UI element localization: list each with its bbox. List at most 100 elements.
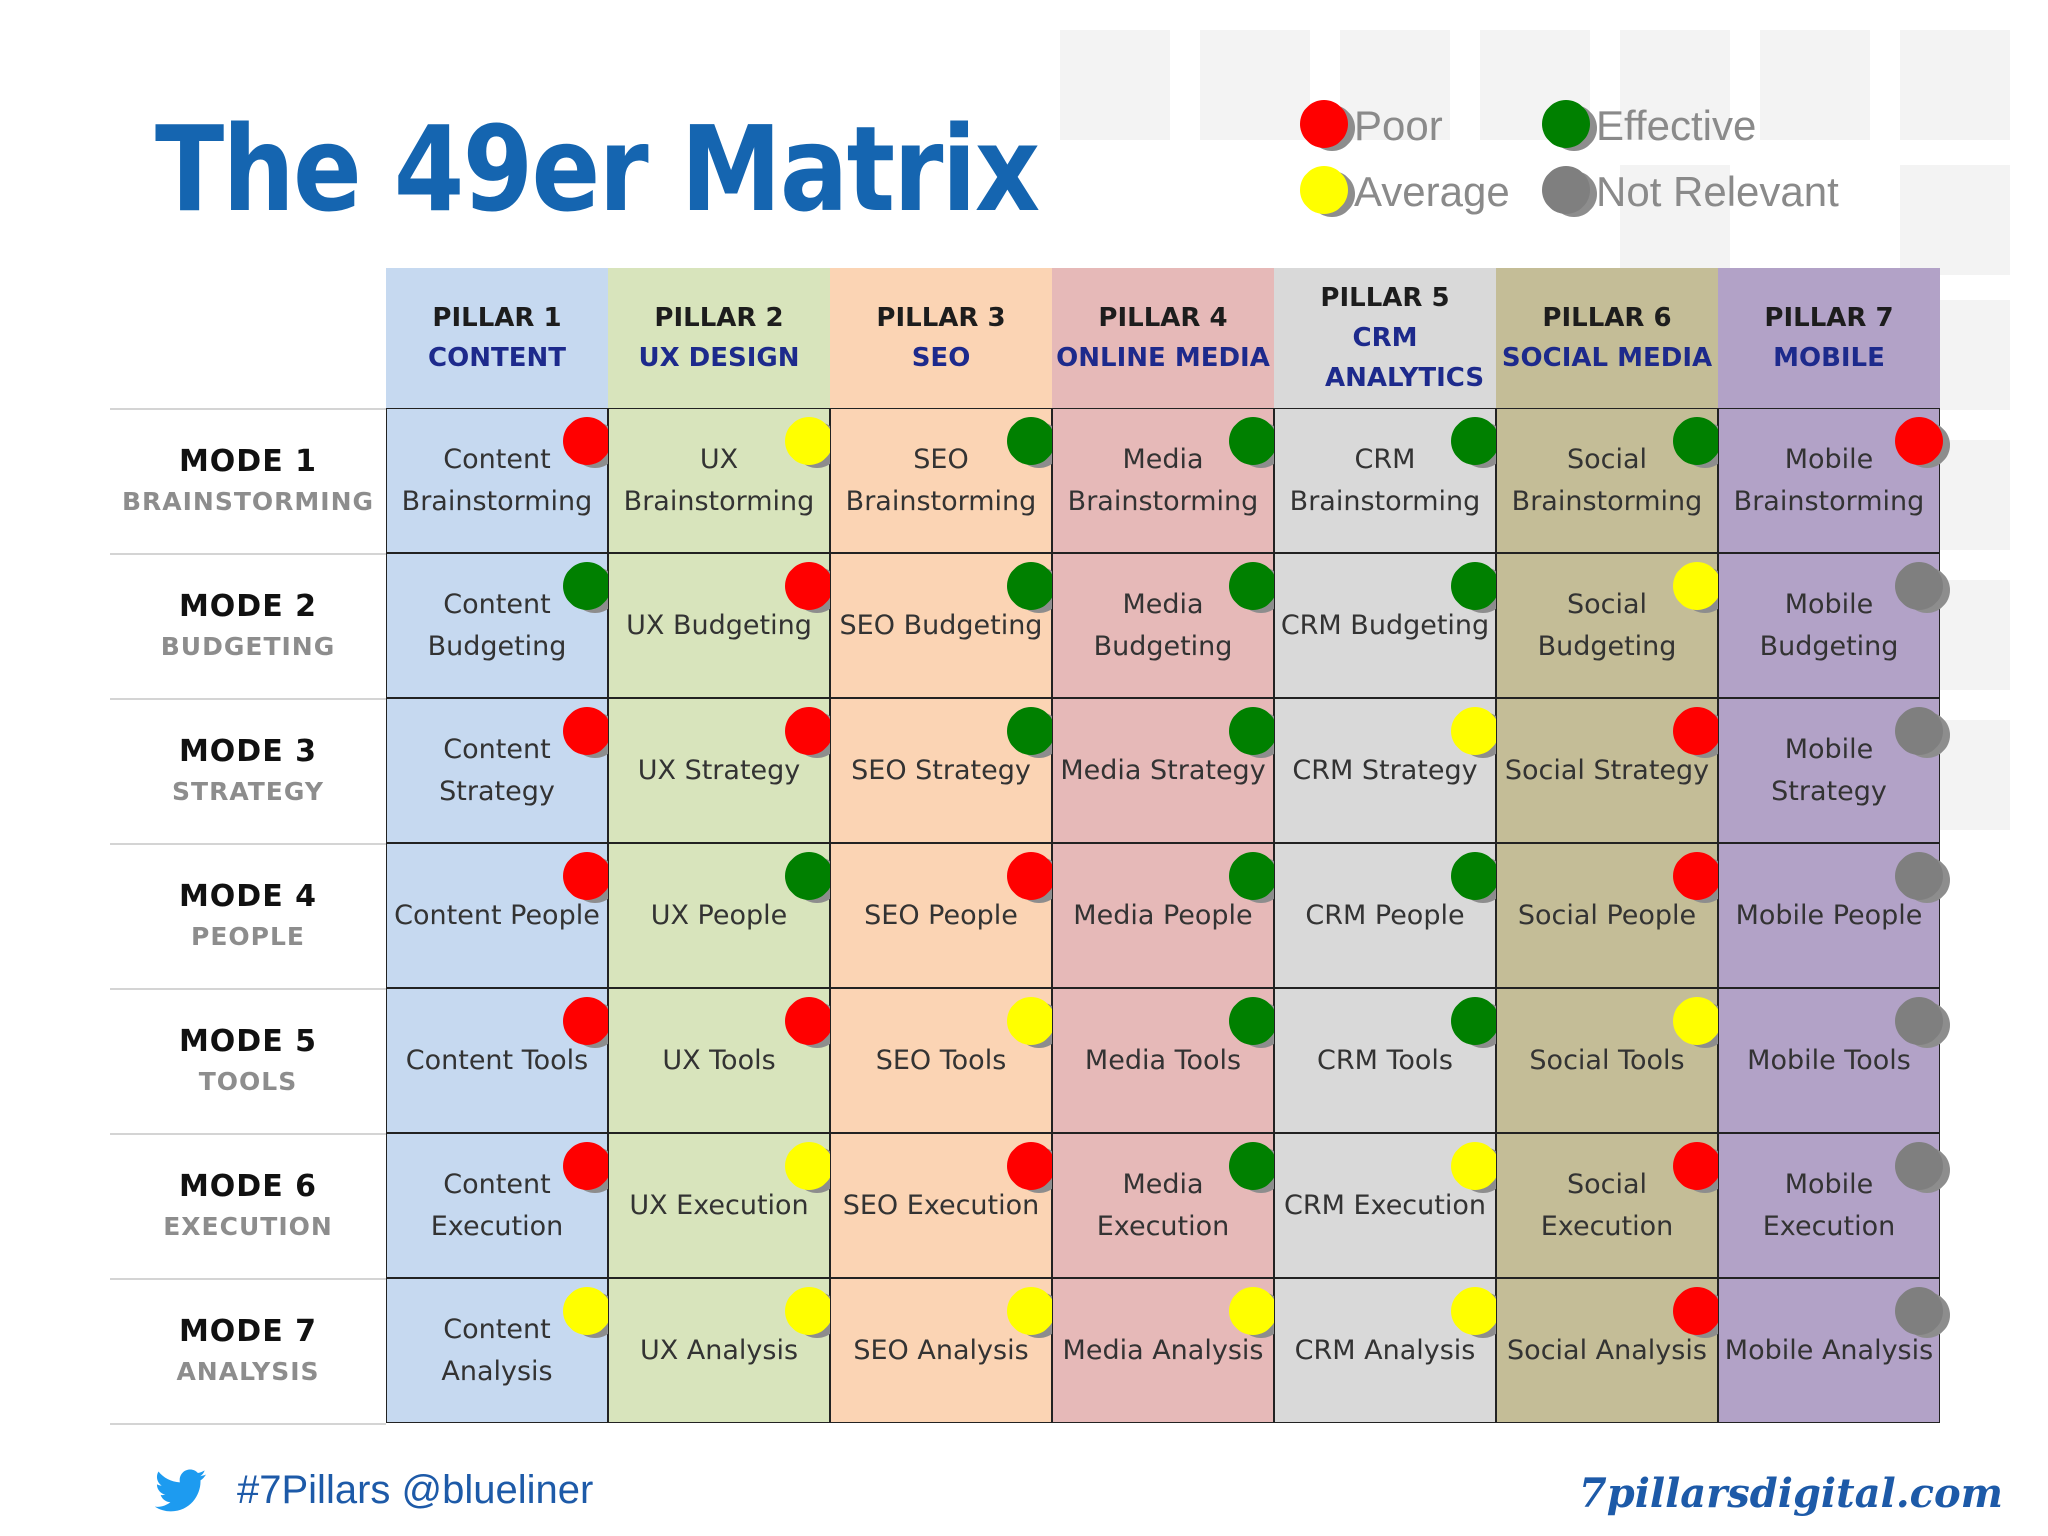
gray-status-icon	[1895, 562, 1950, 614]
pillar-number: PILLAR 3	[876, 303, 1006, 333]
pillar-number: PILLAR 5	[1320, 283, 1450, 313]
cell-label: SEO Tools	[875, 1044, 1007, 1076]
cell-label: UX People	[650, 899, 788, 931]
cell-label: SEO People	[864, 899, 1018, 931]
matrix-cell: UX Tools	[608, 988, 840, 1133]
pillar-header-2: PILLAR 2 UX DESIGN	[608, 268, 830, 408]
mode-name: BUDGETING	[160, 631, 336, 661]
matrix-cell: CRM Strategy	[1274, 698, 1506, 843]
cell-label: SEO Brainstorming	[845, 443, 1037, 517]
mode-label-2: MODE 2 BUDGETING	[110, 553, 386, 698]
matrix-cell: SEO Budgeting	[830, 553, 1062, 698]
cell-label: Social People	[1517, 899, 1697, 931]
matrix-cell: Social Analysis	[1496, 1278, 1728, 1423]
cell-label: CRM Tools	[1316, 1044, 1453, 1076]
matrix-cell: CRM Brainstorming	[1274, 408, 1506, 553]
matrix-cell: UX Strategy	[608, 698, 840, 843]
red-status-icon	[1300, 100, 1355, 152]
matrix-cell: Social People	[1496, 843, 1728, 988]
matrix-cell: Social Brainstorming	[1496, 408, 1728, 553]
matrix-cell: UX Budgeting	[608, 553, 840, 698]
red-status-icon	[1895, 417, 1950, 469]
mode-number: MODE 2	[178, 588, 318, 624]
twitter-bird-icon[interactable]	[155, 1469, 207, 1513]
cell-label: Content Execution	[430, 1168, 564, 1242]
hashtag-handle[interactable]: #7Pillars @blueliner	[237, 1468, 594, 1512]
pillar-header-1: PILLAR 1 CONTENT	[386, 268, 608, 408]
pillar-number: PILLAR 6	[1542, 303, 1672, 333]
cell-label: UX Analysis	[639, 1334, 799, 1366]
matrix-cell: UX Execution	[608, 1133, 840, 1278]
cell-label: Content People	[394, 899, 600, 931]
mode-label-3: MODE 3 STRATEGY	[110, 698, 386, 843]
pillar-name: SOCIAL MEDIA	[1501, 343, 1713, 373]
cell-label: SEO Budgeting	[839, 609, 1043, 641]
cell-label: UX Budgeting	[626, 609, 812, 641]
pillar-header-6: PILLAR 6 SOCIAL MEDIA	[1496, 268, 1718, 408]
cell-label: Content Strategy	[439, 733, 555, 807]
legend-label: Effective	[1596, 102, 1757, 149]
mode-name: BRAINSTORMING	[121, 486, 375, 516]
cell-label: SEO Execution	[842, 1189, 1040, 1221]
gray-status-icon	[1895, 1142, 1950, 1194]
matrix-cell: Social Execution	[1496, 1133, 1728, 1278]
pillar-name: ONLINE MEDIA	[1056, 343, 1270, 373]
yellow-status-icon	[1300, 166, 1355, 218]
cell-label: Media Analysis	[1062, 1334, 1264, 1366]
cell-label: Media Brainstorming	[1067, 443, 1259, 517]
matrix-cell: SEO Tools	[830, 988, 1062, 1133]
matrix-cell: CRM Tools	[1274, 988, 1506, 1133]
cell-label: CRM Execution	[1284, 1189, 1486, 1221]
mode-name: STRATEGY	[172, 776, 324, 806]
cell-label: Social Budgeting	[1537, 588, 1677, 662]
cell-label: Content Brainstorming	[401, 443, 593, 517]
matrix-cell: Content Budgeting	[386, 553, 618, 698]
cell-label: Social Brainstorming	[1511, 443, 1703, 517]
matrix-cell: SEO Strategy	[830, 698, 1062, 843]
matrix-cell: Social Strategy	[1496, 698, 1728, 843]
green-status-icon	[1451, 417, 1506, 469]
cell-label: Content Budgeting	[427, 588, 567, 662]
pillar-name: SEO	[911, 343, 971, 373]
cell-label: CRM Strategy	[1292, 754, 1478, 786]
mode-label-7: MODE 7 ANALYSIS	[110, 1278, 386, 1423]
cell-label: UX Execution	[629, 1189, 809, 1221]
matrix-cell: Media Tools	[1052, 988, 1284, 1133]
mode-number: MODE 1	[178, 443, 318, 479]
pillar-name: CRM ANALYTICS	[1325, 323, 1485, 393]
cell-label: CRM Analysis	[1294, 1334, 1476, 1366]
matrix-cell: Media Brainstorming	[1052, 408, 1284, 553]
matrix-cell: Media Execution	[1052, 1133, 1284, 1278]
matrix-cell: Mobile Execution	[1718, 1133, 1950, 1278]
pillar-number: PILLAR 2	[654, 303, 784, 333]
mode-name: TOOLS	[198, 1066, 298, 1096]
mode-label-6: MODE 6 EXECUTION	[110, 1133, 386, 1278]
mode-label-4: MODE 4 PEOPLE	[110, 843, 386, 988]
matrix-cell: Content Execution	[386, 1133, 618, 1278]
cell-label: CRM People	[1305, 899, 1465, 931]
cell-label: Content Analysis	[441, 1313, 553, 1387]
matrix-cell: Social Budgeting	[1496, 553, 1728, 698]
cell-label: Mobile Execution	[1762, 1168, 1896, 1242]
matrix-cell: Content Brainstorming	[386, 408, 618, 553]
matrix-cell: Media People	[1052, 843, 1284, 988]
cell-label: Media Budgeting	[1093, 588, 1233, 662]
mode-number: MODE 5	[178, 1023, 318, 1059]
cell-label: Social Analysis	[1507, 1334, 1707, 1366]
pillar-name: CONTENT	[428, 343, 566, 373]
matrix-cell: Content People	[386, 843, 618, 988]
cell-label: UX Strategy	[637, 754, 801, 786]
legend-label: Not Relevant	[1596, 168, 1839, 215]
cell-label: Media Tools	[1084, 1044, 1242, 1076]
page-title: The 49er Matrix	[155, 100, 1040, 238]
mode-number: MODE 3	[178, 733, 318, 769]
mode-name: ANALYSIS	[176, 1356, 320, 1386]
matrix-cell: Media Analysis	[1052, 1278, 1284, 1423]
brand-url[interactable]: 7pillarsdigital.com	[1578, 1470, 2003, 1517]
matrix-cell: Content Analysis	[386, 1278, 618, 1423]
matrix-cell: Social Tools	[1496, 988, 1728, 1133]
gray-status-icon	[1895, 1287, 1950, 1339]
legend-item-red: Poor	[1300, 100, 1443, 152]
legend-item-green: Effective	[1542, 100, 1756, 152]
cell-label: Media Strategy	[1060, 754, 1266, 786]
